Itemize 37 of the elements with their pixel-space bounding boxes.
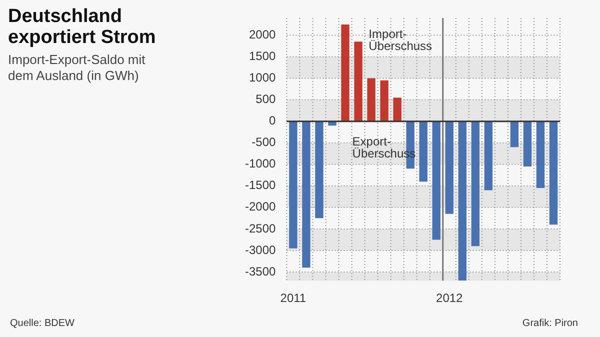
- y-tick-label: -2000: [244, 200, 276, 214]
- x-tick-label: 2012: [436, 291, 464, 306]
- y-tick-label: -3000: [244, 242, 276, 257]
- y-tick-label: 1500: [248, 49, 276, 64]
- y-tick-label: 1000: [248, 70, 276, 85]
- y-tick-label: -500: [252, 135, 276, 150]
- bar: [341, 24, 350, 122]
- bar: [419, 121, 428, 182]
- bar: [484, 121, 493, 190]
- bar: [523, 121, 532, 167]
- bar: [302, 121, 310, 268]
- bar: [315, 121, 324, 218]
- bar: [367, 78, 376, 122]
- text: Deutschland exportiert Strom: [8, 6, 157, 48]
- x-tick-label: 2011: [280, 291, 306, 306]
- bar: [354, 42, 362, 122]
- y-tick-label: -2500: [244, 221, 276, 236]
- bar: [289, 121, 298, 248]
- y-tick-label: -1500: [244, 178, 276, 192]
- y-tick-label: 0: [269, 114, 276, 128]
- source-note: Quelle: BDEW: [10, 318, 74, 329]
- bar: [510, 121, 519, 148]
- y-tick-label: 500: [256, 92, 276, 106]
- bar: [458, 121, 466, 281]
- y-tick-label: -1000: [244, 156, 276, 171]
- annotation: Import- Überschuss: [368, 26, 432, 53]
- text: Import-Export-Saldo mit dem Ausland (in GWh): [8, 52, 146, 84]
- y-tick-label: -3500: [244, 264, 276, 278]
- bar: [536, 121, 545, 188]
- bar: [432, 121, 440, 240]
- text: Grafik: Piron: [522, 318, 578, 329]
- bar: [445, 121, 454, 214]
- bar: [471, 121, 480, 246]
- bar: [549, 121, 558, 225]
- bar: [380, 80, 388, 122]
- bar: [393, 98, 402, 122]
- y-tick-label: 2000: [248, 28, 276, 42]
